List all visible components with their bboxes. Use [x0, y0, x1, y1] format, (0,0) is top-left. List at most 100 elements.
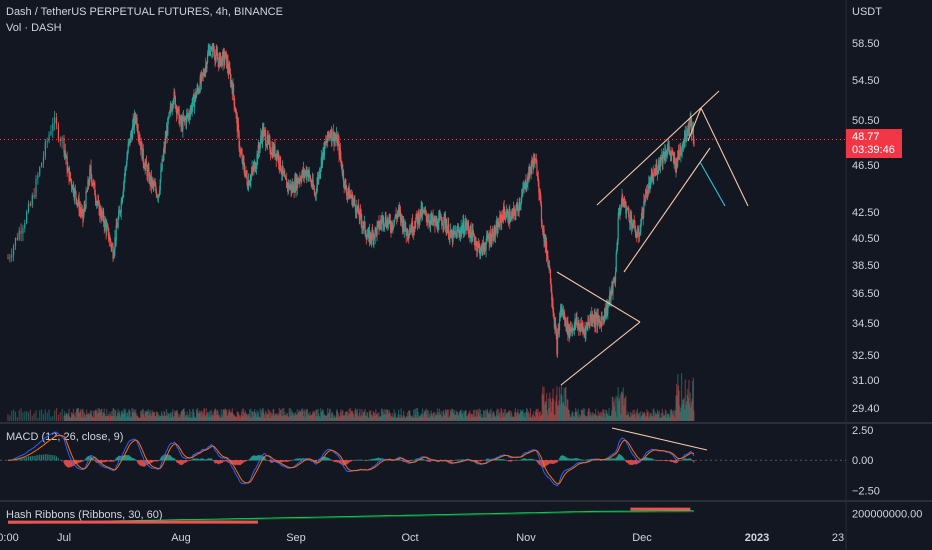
macd-histogram-bar: [197, 458, 199, 461]
volume-bar: [421, 413, 423, 421]
macd-histogram-bar: [429, 460, 431, 462]
macd-histogram-bar: [684, 458, 686, 461]
volume-bar: [666, 414, 668, 421]
candle-body: [533, 154, 535, 165]
volume-bar: [132, 408, 134, 421]
macd-histogram-bar: [318, 458, 321, 461]
macd-histogram-bar: [618, 454, 621, 461]
volume-bar: [526, 408, 528, 421]
volume-bar: [41, 409, 43, 421]
macd-histogram-bar: [355, 460, 357, 461]
candle-body: [265, 145, 267, 147]
macd-histogram-bar: [287, 460, 289, 462]
candle-body: [283, 173, 285, 177]
candle-body: [562, 310, 564, 319]
candle-body: [343, 181, 345, 188]
volume-bar: [82, 416, 85, 421]
macd-histogram-bar: [427, 460, 429, 462]
macd-histogram-bar: [397, 459, 399, 461]
candle-body: [492, 231, 494, 241]
candle-body: [77, 198, 80, 204]
volume-bar: [332, 413, 334, 421]
candle-body: [523, 187, 525, 189]
macd-histogram-bar: [556, 460, 559, 462]
volume-bar: [436, 413, 438, 421]
macd-histogram-bar: [650, 458, 652, 461]
candle-body: [452, 229, 454, 243]
volume-bar: [575, 408, 577, 421]
volume-bar: [407, 416, 409, 421]
volume-bar: [280, 409, 282, 421]
macd-histogram-bar: [123, 455, 125, 461]
volume-bar: [312, 410, 314, 421]
volume-bar: [319, 417, 321, 421]
macd-histogram-bar: [290, 460, 292, 461]
candle-body: [98, 201, 100, 215]
volume-bar: [271, 416, 273, 421]
macd-histogram-bar: [375, 458, 377, 461]
volume-bar: [492, 411, 495, 421]
candle-body: [170, 108, 173, 111]
candle-body: [574, 319, 576, 325]
candle-body: [489, 232, 491, 244]
volume-bar: [451, 408, 454, 421]
candle-body: [630, 214, 632, 219]
volume-bar: [325, 415, 327, 421]
candle-body: [174, 91, 176, 97]
volume-bar: [69, 416, 71, 421]
macd-histogram-bar: [685, 458, 687, 461]
volume-bar: [125, 417, 127, 421]
volume-bar: [308, 413, 310, 421]
volume-bar: [181, 410, 183, 421]
macd-histogram-bar: [218, 460, 220, 464]
volume-bar: [136, 416, 139, 421]
volume-bar: [192, 409, 194, 421]
macd-histogram-bar: [134, 459, 136, 461]
macd-histogram-bar: [510, 460, 512, 462]
candle-body: [132, 118, 134, 126]
candle-body: [227, 61, 229, 70]
macd-histogram-bar: [113, 460, 115, 462]
macd-histogram-bar: [553, 460, 555, 464]
candle-body: [258, 148, 261, 150]
volume-bar: [321, 411, 323, 421]
volume-bar: [456, 411, 458, 421]
candle-body: [86, 190, 88, 192]
candle-body: [135, 117, 137, 120]
candle-body: [521, 195, 523, 203]
candle-body: [207, 51, 209, 55]
volume-bar: [663, 415, 665, 421]
macd-histogram-bar: [89, 455, 92, 461]
volume-bar: [627, 411, 629, 421]
macd-histogram-bar: [616, 456, 619, 461]
macd-histogram-bar: [232, 460, 235, 465]
macd-histogram-bar: [365, 460, 367, 461]
volume-bar: [257, 413, 259, 421]
candle-body: [271, 147, 274, 157]
macd-histogram-bar: [651, 458, 654, 461]
volume-bar: [286, 413, 288, 421]
volume-bar: [384, 414, 386, 421]
candle-body: [524, 180, 526, 184]
macd-histogram-bar: [109, 460, 111, 462]
macd-histogram-bar: [509, 460, 512, 462]
volume-bar: [216, 409, 219, 421]
volume-bar: [458, 414, 460, 421]
macd-histogram-bar: [573, 458, 575, 461]
macd-histogram-bar: [115, 458, 117, 461]
macd-histogram-bar: [155, 460, 157, 462]
volume-bar: [447, 417, 449, 421]
macd-histogram-bar: [68, 460, 70, 468]
candle-body: [321, 157, 323, 164]
candle-body: [421, 205, 423, 215]
candle-body: [690, 118, 693, 134]
candle-body: [578, 322, 580, 331]
candle-body: [260, 135, 262, 143]
macd-histogram-bar: [234, 460, 236, 465]
macd-histogram-bar: [117, 456, 119, 461]
volume-bar: [555, 395, 557, 421]
candle-body: [330, 134, 332, 140]
candle-body: [454, 232, 457, 234]
macd-histogram-bar: [140, 460, 142, 466]
